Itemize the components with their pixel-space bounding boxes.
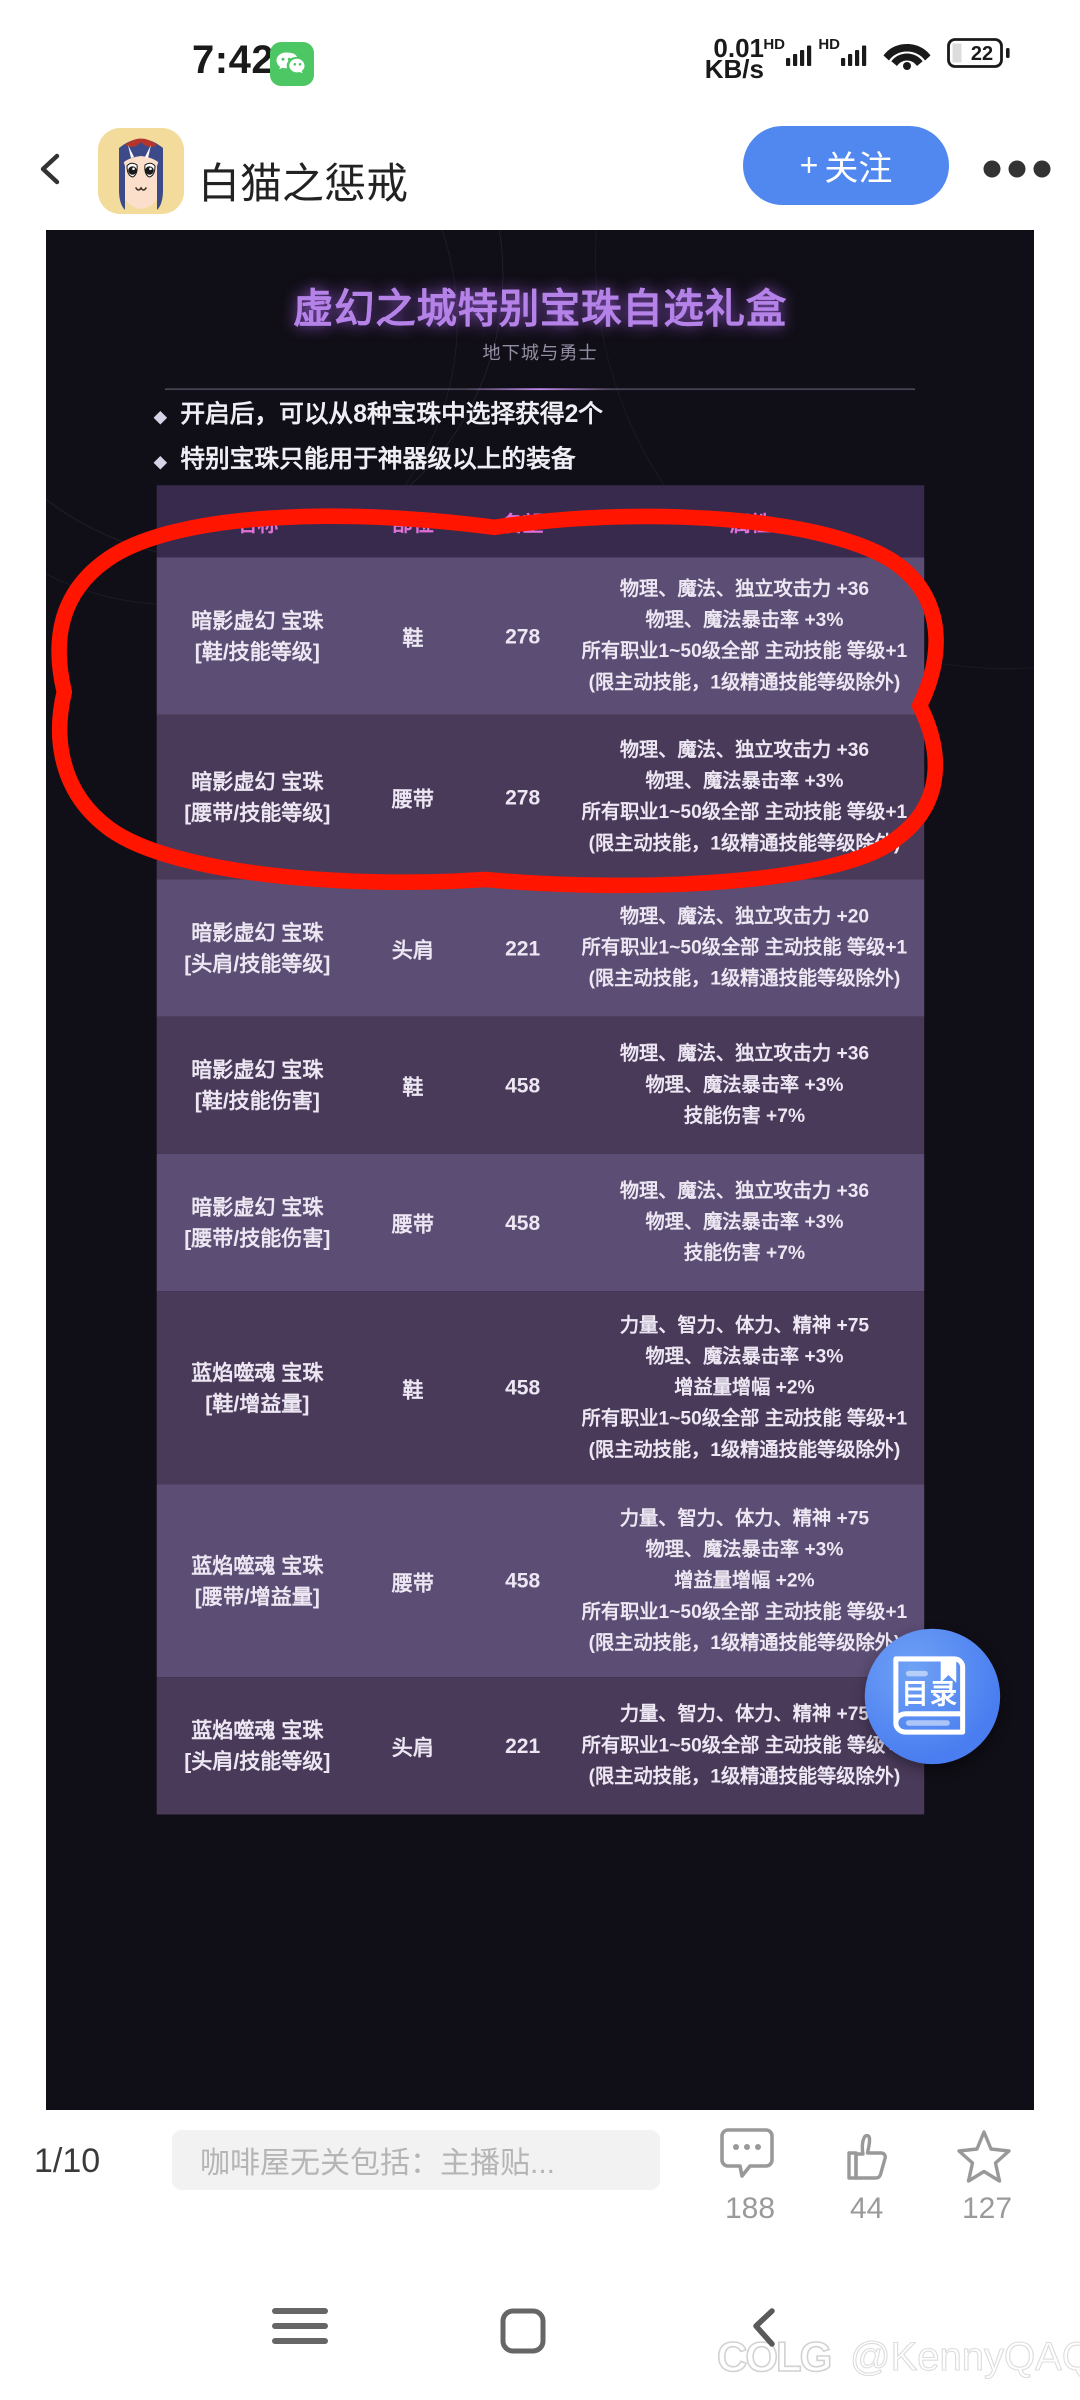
svg-text:22: 22 [971, 43, 993, 65]
svg-text:目录: 目录 [901, 1678, 958, 1709]
